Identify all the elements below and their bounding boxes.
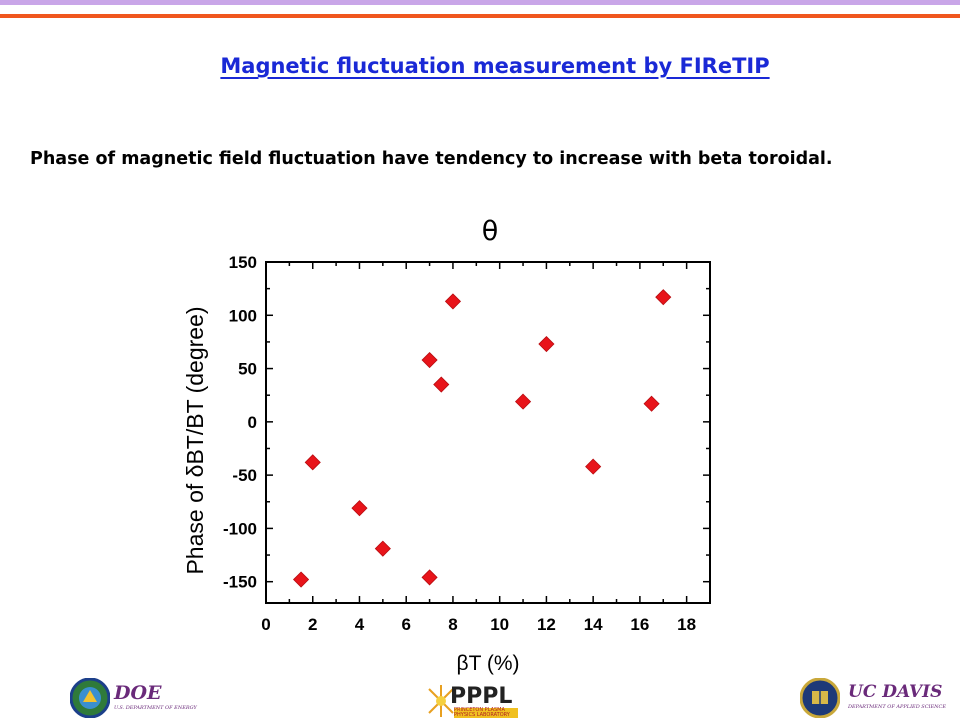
x-tick-label: 14 [584,615,603,634]
pppl-sunburst-icon [428,685,454,717]
y-tick-label: -150 [223,573,257,592]
data-point [444,293,462,310]
accent-rule [0,14,960,18]
y-tick-label: -50 [232,466,257,485]
doe-logo: DOE U.S. DEPARTMENT OF ENERGY [70,678,210,718]
data-point [433,376,450,393]
slide-title: Magnetic fluctuation measurement by FIRe… [220,54,770,78]
plot-frame [265,261,711,604]
x-tick-label: 8 [448,615,457,634]
data-point [585,458,602,475]
pppl-logo: PPPL PRINCETON PLASMA PHYSICS LABORATORY [428,684,523,718]
top-decor-bar [0,0,960,5]
slide-subtitle: Phase of magnetic field fluctuation have… [30,149,833,169]
ucdavis-logo-caption: DEPARTMENT OF APPLIED SCIENCE [848,704,947,710]
x-tick-label: 18 [677,615,696,634]
data-point [538,335,555,353]
x-tick-label: 12 [537,615,556,634]
data-point [304,454,321,471]
x-tick-label: 0 [261,615,270,634]
y-tick-label: 50 [238,360,257,379]
doe-logo-text: DOE [114,682,162,704]
data-point [421,351,438,369]
doe-seal-icon [70,678,110,718]
data-point [655,289,672,306]
x-tick-label: 10 [490,615,509,634]
y-axis-label: Phase of δBT/BT (degree) [182,306,208,574]
y-tick-label: 150 [229,253,257,272]
x-tick-label: 16 [630,615,649,634]
data-point [374,540,391,557]
y-tick-label: -100 [223,519,257,538]
x-axis-label: βT (%) [456,652,519,675]
x-tick-label: 6 [401,615,410,634]
ucdavis-logo: UC DAVIS DEPARTMENT OF APPLIED SCIENCE [800,678,950,718]
data-point [643,395,660,412]
pppl-logo-text: PPPL [450,684,513,709]
data-point [421,569,438,586]
ucdavis-seal-icon [800,678,840,718]
theta-label: θ [481,216,499,247]
ucdavis-logo-text: UC DAVIS [848,682,943,702]
pppl-logo-caption: PRINCETON PLASMA PHYSICS LABORATORY [454,708,518,718]
y-tick-label: 0 [248,413,257,432]
x-tick-label: 4 [355,615,365,634]
data-point [514,393,532,410]
doe-logo-caption: U.S. DEPARTMENT OF ENERGY [114,705,197,711]
data-point [351,500,368,517]
data-point [292,571,310,588]
y-tick-label: 100 [229,306,257,325]
x-tick-label: 2 [308,615,317,634]
